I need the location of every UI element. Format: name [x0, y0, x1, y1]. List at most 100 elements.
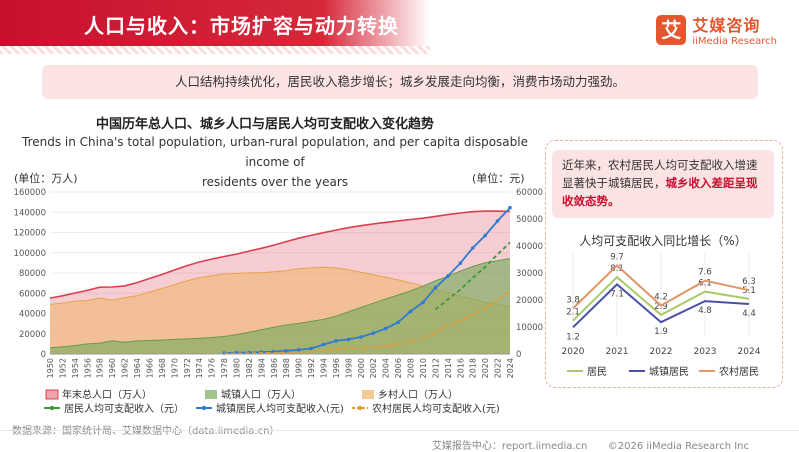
chart-title-en-line1: Trends in China's total population, urba… — [22, 135, 528, 169]
side-data-label: 8.1 — [610, 264, 624, 274]
left-tick-label: 0 — [41, 350, 46, 360]
x-tick-label: 2016 — [456, 358, 465, 378]
side-data-label: 6.1 — [698, 279, 712, 289]
footer-divider — [0, 430, 799, 431]
left-tick-label: 120000 — [14, 229, 46, 239]
x-tick-label: 1980 — [232, 358, 241, 378]
x-tick-label: 1990 — [295, 358, 304, 378]
area-urban-population — [50, 258, 510, 354]
side-data-label: 1.9 — [654, 327, 668, 337]
footer-center: 艾媒报告中心：report.iimedia.cn — [431, 441, 588, 452]
right-tick-label: 10000 — [516, 323, 543, 333]
urban-income-point — [309, 346, 313, 351]
legend-swatch-total — [45, 389, 59, 400]
area-total-population-line — [49, 210, 511, 299]
legend-label-resident-income: 居民人均可支配收入（元） — [64, 402, 184, 415]
left-tick-label: 100000 — [14, 249, 46, 259]
side-chart: 2.1 8.1 2.9 6.1 5.1 1.2 7.1 1.9 4.8 4.4 3.8 9.7 4.2 7… — [562, 252, 761, 378]
side-data-label: 9.7 — [610, 253, 624, 263]
brand: 艾 艾媒咨询 iiMedia Research — [656, 12, 777, 47]
legend: 年末总人口（万人） 城镇人口（万人） 乡村人口（万人） 居民人均可支配收入（元）… — [44, 388, 500, 415]
summary-box: 人口结构持续优化，居民收入稳步增长；城乡发展走向均衡，消费市场动力强劲。 — [42, 65, 758, 99]
brand-name-en: iiMedia Research — [692, 36, 777, 47]
legend-marker-urban-income — [201, 405, 207, 411]
side-data-label: 4.2 — [654, 293, 668, 303]
brand-text: 艾媒咨询 iiMedia Research — [692, 12, 777, 47]
side-legend-label-resident: 居民 — [587, 366, 607, 378]
x-tick-label: 1996 — [332, 358, 341, 378]
right-tick-label: 50000 — [516, 215, 543, 225]
left-unit-label: (单位：万人) — [14, 171, 78, 185]
urban-income-point — [371, 331, 376, 335]
right-axis-ticks: 0 10000 20000 30000 40000 50000 60000 — [516, 188, 543, 360]
line-rural-income — [224, 290, 511, 355]
side-note: 近年来，农村居民人均可支配收入增速显著快于城镇居民，城乡收入差距呈现收敛态势。 — [552, 150, 774, 218]
x-tick-label: 1972 — [183, 358, 192, 378]
brand-name-cn: 艾媒咨询 — [692, 16, 761, 35]
right-tick-label: 40000 — [516, 242, 543, 252]
right-unit-label: (单位：元) — [472, 171, 525, 185]
x-tick-label: 1966 — [145, 358, 154, 378]
urban-income-point — [396, 320, 400, 325]
urban-income-point — [346, 337, 351, 342]
side-data-label: 3.8 — [566, 295, 580, 305]
side-x-tick-label: 2023 — [694, 347, 717, 357]
side-note-text: 近年来，农村居民人均可支配收入增速显著快于城镇居民， — [562, 158, 758, 190]
legend-label-rural: 乡村人口（万人） — [378, 388, 458, 401]
x-tick-label: 1978 — [220, 358, 229, 378]
side-chart-title: 人均可支配收入同比增长（%） — [579, 234, 747, 248]
x-tick-label: 1976 — [208, 358, 217, 378]
x-tick-label: 1968 — [158, 358, 167, 378]
x-tick-label: 1992 — [307, 358, 316, 378]
x-tick-label: 1960 — [108, 358, 117, 378]
right-tick-label: 60000 — [516, 188, 543, 198]
urban-income-point — [321, 342, 326, 347]
footer-source: 数据来源：国家统计局、艾媒数据中心（data.iimedia.cn） — [12, 426, 280, 437]
header-stripes — [0, 46, 430, 54]
right-tick-label: 0 — [516, 350, 521, 360]
urban-income-point — [433, 285, 438, 290]
x-tick-label: 2020 — [481, 358, 490, 378]
urban-income-point — [446, 274, 450, 278]
x-tick-label: 1958 — [96, 358, 105, 378]
urban-income-point — [421, 300, 425, 305]
x-tick-label: 2012 — [431, 358, 440, 378]
side-data-label: 4.4 — [742, 309, 756, 319]
right-tick-label: 20000 — [516, 296, 543, 306]
side-line-resident — [572, 275, 750, 322]
x-tick-label: 1962 — [121, 358, 130, 378]
x-tick-label: 1956 — [83, 358, 92, 378]
x-tick-label: 2000 — [357, 358, 366, 378]
brand-logo-icon: 艾 — [656, 14, 687, 45]
side-data-label: 4.8 — [698, 306, 712, 316]
legend-marker-resident-income — [49, 405, 55, 411]
urban-income-point — [408, 309, 413, 314]
side-line-rural — [572, 264, 750, 310]
left-tick-label: 20000 — [19, 330, 46, 340]
chart-title-cn: 中国历年总人口、城乡人口与居民人均可支配收入变化趋势 — [95, 117, 434, 132]
x-tick-label: 1982 — [245, 358, 254, 378]
x-tick-label: 2022 — [494, 358, 503, 378]
x-tick-label: 1950 — [46, 358, 55, 378]
x-tick-label: 2008 — [407, 358, 416, 378]
header-bar — [0, 0, 430, 46]
x-tick-label: 2002 — [369, 358, 378, 378]
side-series: 2.1 8.1 2.9 6.1 5.1 1.2 7.1 1.9 4.8 4.4 3.8 9.7 4.2 7… — [566, 253, 756, 343]
side-data-label: 5.1 — [742, 286, 756, 296]
side-x-tick-label: 2020 — [562, 347, 585, 357]
legend-label-urban-income: 城镇居民人均可支配收入(元) — [216, 402, 344, 415]
x-tick-label: 2024 — [506, 358, 515, 378]
legend-label-urban: 城镇人口（万人） — [221, 388, 301, 401]
side-data-label: 7.1 — [610, 289, 624, 299]
income-series — [222, 205, 512, 355]
x-tick-label: 1952 — [58, 358, 67, 378]
urban-income-point — [359, 335, 363, 339]
side-x-tick-label: 2024 — [738, 347, 761, 357]
x-tick-label: 2010 — [419, 358, 428, 378]
x-axis-ticks: 1950 1952 1954 1956 1958 1960 1962 1964 1966 1968… — [46, 353, 515, 378]
line-urban-income — [224, 207, 511, 354]
right-tick-label: 30000 — [516, 269, 543, 279]
side-data-label: 2.1 — [566, 308, 580, 318]
side-legend-label-urban: 城镇居民 — [649, 365, 689, 378]
legend-marker-rural-income — [357, 405, 363, 411]
